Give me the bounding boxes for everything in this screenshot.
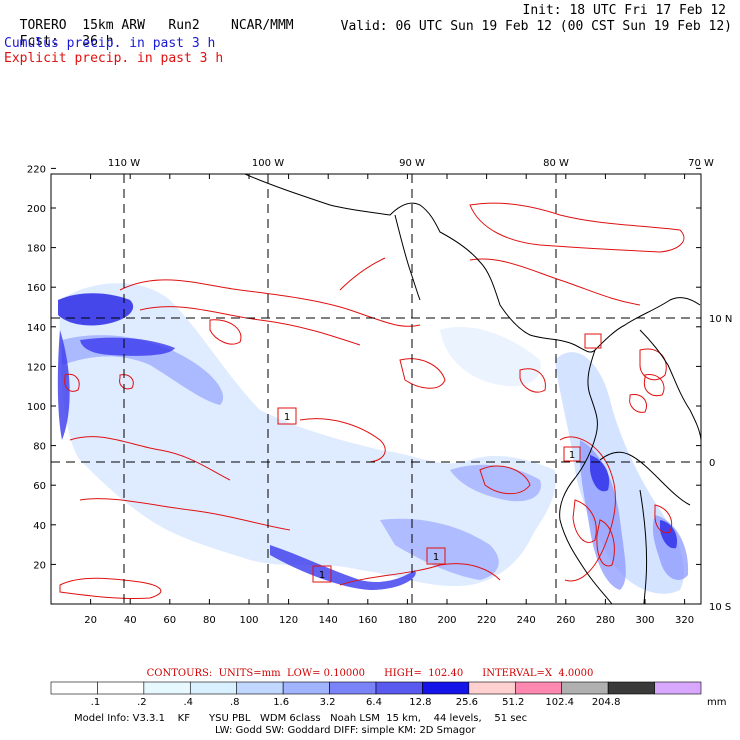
precip-shading-dark xyxy=(660,520,678,549)
box-label: 1 xyxy=(319,570,325,581)
x-tick-label: 160 xyxy=(358,615,377,626)
map-frame xyxy=(50,173,702,605)
precip-shading-medium xyxy=(450,464,541,502)
colorbar-label: .8 xyxy=(230,697,240,708)
x-tick-label: 20 xyxy=(84,615,97,626)
field-title-explicit: Explicit precip. in past 3 h xyxy=(4,51,224,66)
x-tick-label: 140 xyxy=(319,615,338,626)
precip-shading-light xyxy=(555,352,684,594)
colorbar: .1 .2 .4 .8 1.6 3.2 6.4 12.8 25.6 51.2 102.4 204.8 m… xyxy=(50,681,726,708)
x-tick-label: 180 xyxy=(398,615,417,626)
colorbar-swatch xyxy=(607,681,655,695)
longitude-label: 70 W xyxy=(688,158,714,169)
y-tick-label: 120 xyxy=(27,362,46,373)
latitude-label: 10 S xyxy=(709,602,731,613)
colorbar-swatch xyxy=(468,681,516,695)
model-resolution: 15km ARW xyxy=(82,18,145,33)
colorbar-swatch xyxy=(50,681,98,695)
x-tick-label: 80 xyxy=(203,615,216,626)
colorbar-swatch xyxy=(143,681,191,695)
longitude-label: 110 W xyxy=(108,158,140,169)
field-title-cumulus: Cumulus precip. in past 3 h xyxy=(4,36,216,51)
colorbar-swatch xyxy=(375,681,423,695)
forecast-label: Fcst: xyxy=(19,34,59,49)
y-tick-label: 140 xyxy=(27,323,46,334)
colorbar-label: .2 xyxy=(137,697,147,708)
x-tick-label: 120 xyxy=(279,615,298,626)
colorbar-label: 1.6 xyxy=(273,697,289,708)
model-info-line1: Model Info: V3.3.1 KF YSU PBL WDM 6class… xyxy=(74,713,528,724)
colorbar-label: 51.2 xyxy=(502,697,524,708)
colorbar-label: .1 xyxy=(91,697,101,708)
precip-shading-dark xyxy=(590,455,610,492)
precip-field: 1 1 1 1 xyxy=(51,174,701,604)
x-tick-label: 40 xyxy=(124,615,137,626)
coastlines xyxy=(244,174,701,604)
y-tick-label: 200 xyxy=(27,204,46,215)
y-tick-label: 80 xyxy=(33,442,46,453)
colorbar-label: .4 xyxy=(184,697,194,708)
map-axes: 220 200 180 160 140 120 100 80 60 40 20 20 40 60 80 100… xyxy=(27,158,732,626)
x-tick-label: 280 xyxy=(596,615,615,626)
longitude-label: 100 W xyxy=(252,158,284,169)
max-value-boxes: 1 1 1 1 xyxy=(277,333,602,583)
graticule xyxy=(51,174,701,604)
contours-info: CONTOURS: UNITS=mm LOW= 0.10000 HIGH= 10… xyxy=(146,668,594,679)
y-tick-label: 220 xyxy=(27,164,46,175)
x-tick-label: 200 xyxy=(437,615,456,626)
longitude-label: 90 W xyxy=(399,158,425,169)
latitude-label: 0 xyxy=(709,458,715,469)
colorbar-label: 3.2 xyxy=(320,697,336,708)
colorbar-swatch xyxy=(189,681,238,695)
org-label: NCAR/MMM xyxy=(231,18,294,33)
precip-shading-dark xyxy=(270,545,416,590)
x-tick-label: 300 xyxy=(635,615,654,626)
colorbar-swatch xyxy=(97,681,145,695)
forecast-hours: 36 h xyxy=(82,34,114,49)
box-label: 1 xyxy=(433,552,439,563)
y-tick-label: 40 xyxy=(33,521,46,532)
longitude-label: 80 W xyxy=(543,158,569,169)
precip-shading-dark xyxy=(80,337,175,356)
model-name: TORERO xyxy=(19,18,67,33)
latitude-label: 10 N xyxy=(709,314,732,325)
colorbar-swatch xyxy=(561,681,609,695)
colorbar-swatch xyxy=(282,681,330,695)
x-tick-label: 220 xyxy=(477,615,496,626)
colorbar-label: 12.8 xyxy=(409,697,431,708)
box-label: 1 xyxy=(569,450,575,461)
colorbar-label: 204.8 xyxy=(592,697,621,708)
x-tick-label: 100 xyxy=(239,615,258,626)
x-tick-label: 60 xyxy=(163,615,176,626)
colorbar-swatch xyxy=(329,681,377,695)
precip-shading-light xyxy=(440,326,541,387)
colorbar-swatch xyxy=(422,681,470,695)
explicit-precip-contours xyxy=(59,202,685,600)
x-tick-label: 260 xyxy=(556,615,575,626)
colorbar-label: 6.4 xyxy=(366,697,382,708)
precip-shading-dark xyxy=(57,330,70,440)
colorbar-swatch xyxy=(514,681,563,695)
y-tick-label: 100 xyxy=(27,402,46,413)
colorbar-unit: mm xyxy=(707,697,726,708)
colorbar-swatch xyxy=(236,681,284,695)
y-tick-label: 60 xyxy=(33,481,46,492)
y-tick-label: 180 xyxy=(27,244,46,255)
y-tick-label: 160 xyxy=(27,283,46,294)
precip-shading-dark xyxy=(58,293,134,326)
init-time: Init: 18 UTC Fri 17 Feb 12 xyxy=(522,3,727,18)
y-tick-label: 20 xyxy=(33,560,46,571)
colorbar-label: 25.6 xyxy=(456,697,478,708)
valid-time: Valid: 06 UTC Sun 19 Feb 12 (00 CST Sun … xyxy=(340,19,732,34)
x-tick-label: 320 xyxy=(675,615,694,626)
x-tick-label: 240 xyxy=(517,615,536,626)
run-label: Run2 xyxy=(168,18,200,33)
colorbar-swatch xyxy=(654,681,702,695)
model-info-line2: LW: Godd SW: Goddard DIFF: simple KM: 2D… xyxy=(215,725,476,736)
box-label: 1 xyxy=(284,412,290,423)
colorbar-label: 102.4 xyxy=(545,697,574,708)
